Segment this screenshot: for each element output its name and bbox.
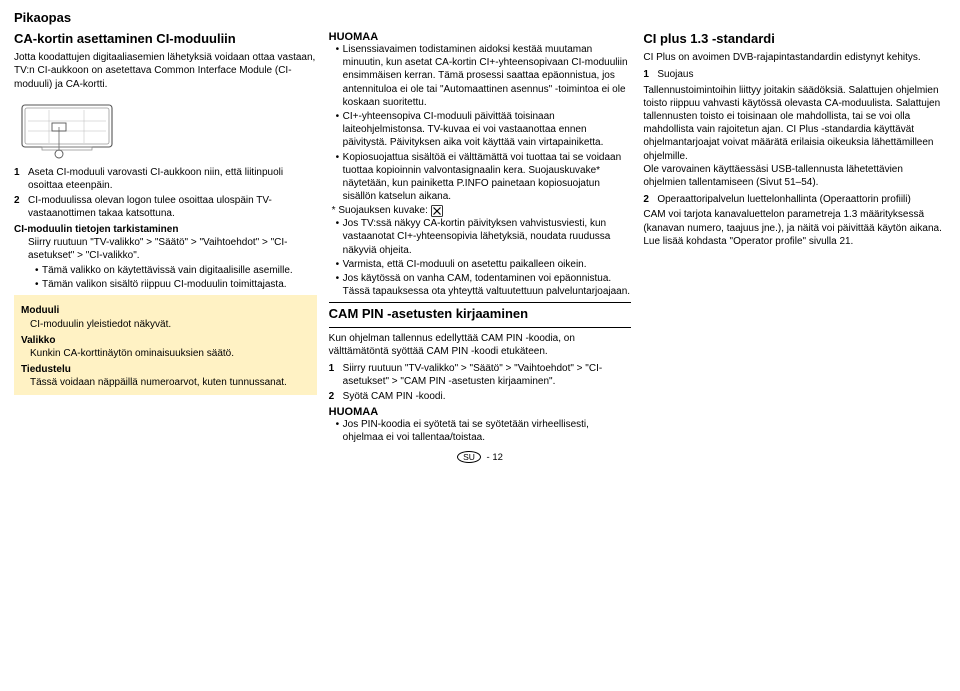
huomaa2-list: Jos PIN-koodia ei syötetä tai se syötetä… xyxy=(329,418,632,444)
h1-b6: Jos käytössä on vanha CAM, todentaminen … xyxy=(336,272,632,298)
h1-b2: CI+-yhteensopiva CI-moduuli päivittää to… xyxy=(336,110,632,150)
huomaa1-list: Lisenssiavaimen todistaminen aidoksi kes… xyxy=(329,43,632,203)
language-badge: SU xyxy=(457,451,481,463)
col1-check-text: Siirry ruutuun "TV-valikko" > "Säätö" > … xyxy=(14,236,317,262)
page-number: - 12 xyxy=(487,452,503,463)
ci-intro: CI Plus on avoimen DVB-rajapintastandard… xyxy=(643,51,946,64)
col1-intro: Jotta koodattujen digitaaliasemien lähet… xyxy=(14,51,317,91)
cam-intro: Kun ohjelman tallennus edellyttää CAM PI… xyxy=(329,332,632,358)
col1-check-b2: Tämän valikon sisältö riippuu CI-moduuli… xyxy=(35,278,317,291)
cam-step1: 1Siirry ruutuun "TV-valikko" > "Säätö" >… xyxy=(329,362,632,388)
h1-b1: Lisenssiavaimen todistaminen aidoksi kes… xyxy=(336,43,632,109)
highlight-box: Moduuli CI-moduulin yleistiedot näkyvät.… xyxy=(14,295,317,395)
h1-star: * Suojauksen kuvake: xyxy=(329,204,632,217)
tiedustelu-text: Tässä voidaan näppäillä numeroarvot, kut… xyxy=(21,376,310,389)
column-1: CA-kortin asettaminen CI-moduuliin Jotta… xyxy=(14,31,317,445)
tiedustelu-label: Tiedustelu xyxy=(21,363,310,376)
col1-step2: 2CI-moduulissa olevan logon tulee osoitt… xyxy=(14,194,317,220)
ci-title: CI plus 1.3 -standardi xyxy=(643,31,946,47)
page-footer: SU - 12 xyxy=(14,451,946,463)
shield-x-icon xyxy=(431,205,443,217)
page-header: Pikaopas xyxy=(14,10,946,25)
ci-s2: 2Operaattoripalvelun luettelonhallinta (… xyxy=(643,193,946,206)
h1-b5: Varmista, että CI-moduuli on asetettu pa… xyxy=(336,258,632,271)
valikko-label: Valikko xyxy=(21,334,310,347)
col1-title: CA-kortin asettaminen CI-moduuliin xyxy=(14,31,317,47)
ci-s1-text: Tallennustoimintoihin liittyy joitakin s… xyxy=(643,84,946,190)
huomaa2-title: HUOMAA xyxy=(329,406,632,418)
moduuli-text: CI-moduulin yleistiedot näkyvät. xyxy=(21,318,310,331)
col1-check-title: CI-moduulin tietojen tarkistaminen xyxy=(14,223,317,236)
column-2: HUOMAA Lisenssiavaimen todistaminen aido… xyxy=(329,31,632,445)
content-columns: CA-kortin asettaminen CI-moduuliin Jotta… xyxy=(14,31,946,445)
cam-title: CAM PIN -asetusten kirjaaminen xyxy=(329,306,632,322)
h2-b1: Jos PIN-koodia ei syötetä tai se syötetä… xyxy=(336,418,632,444)
col1-check-b1: Tämä valikko on käytettävissä vain digit… xyxy=(35,264,317,277)
huomaa1-list2: Jos TV:ssä näkyy CA-kortin päivityksen v… xyxy=(329,217,632,298)
h1-b4: Jos TV:ssä näkyy CA-kortin päivityksen v… xyxy=(336,217,632,257)
moduuli-label: Moduuli xyxy=(21,304,310,317)
cam-step2: 2Syötä CAM PIN -koodi. xyxy=(329,390,632,403)
column-3: CI plus 1.3 -standardi CI Plus on avoime… xyxy=(643,31,946,445)
col1-check-bullets: Tämä valikko on käytettävissä vain digit… xyxy=(14,264,317,291)
ci-s2-text: CAM voi tarjota kanavaluettelon parametr… xyxy=(643,208,946,248)
h1-b3: Kopiosuojattua sisältöä ei välttämättä v… xyxy=(336,151,632,204)
huomaa1-title: HUOMAA xyxy=(329,31,632,43)
col1-step1: 1Aseta CI-moduuli varovasti CI-aukkoon n… xyxy=(14,166,317,192)
tv-illustration xyxy=(14,99,134,159)
valikko-text: Kunkin CA-korttinäytön ominaisuuksien sä… xyxy=(21,347,310,360)
ci-s1: 1Suojaus xyxy=(643,68,946,81)
